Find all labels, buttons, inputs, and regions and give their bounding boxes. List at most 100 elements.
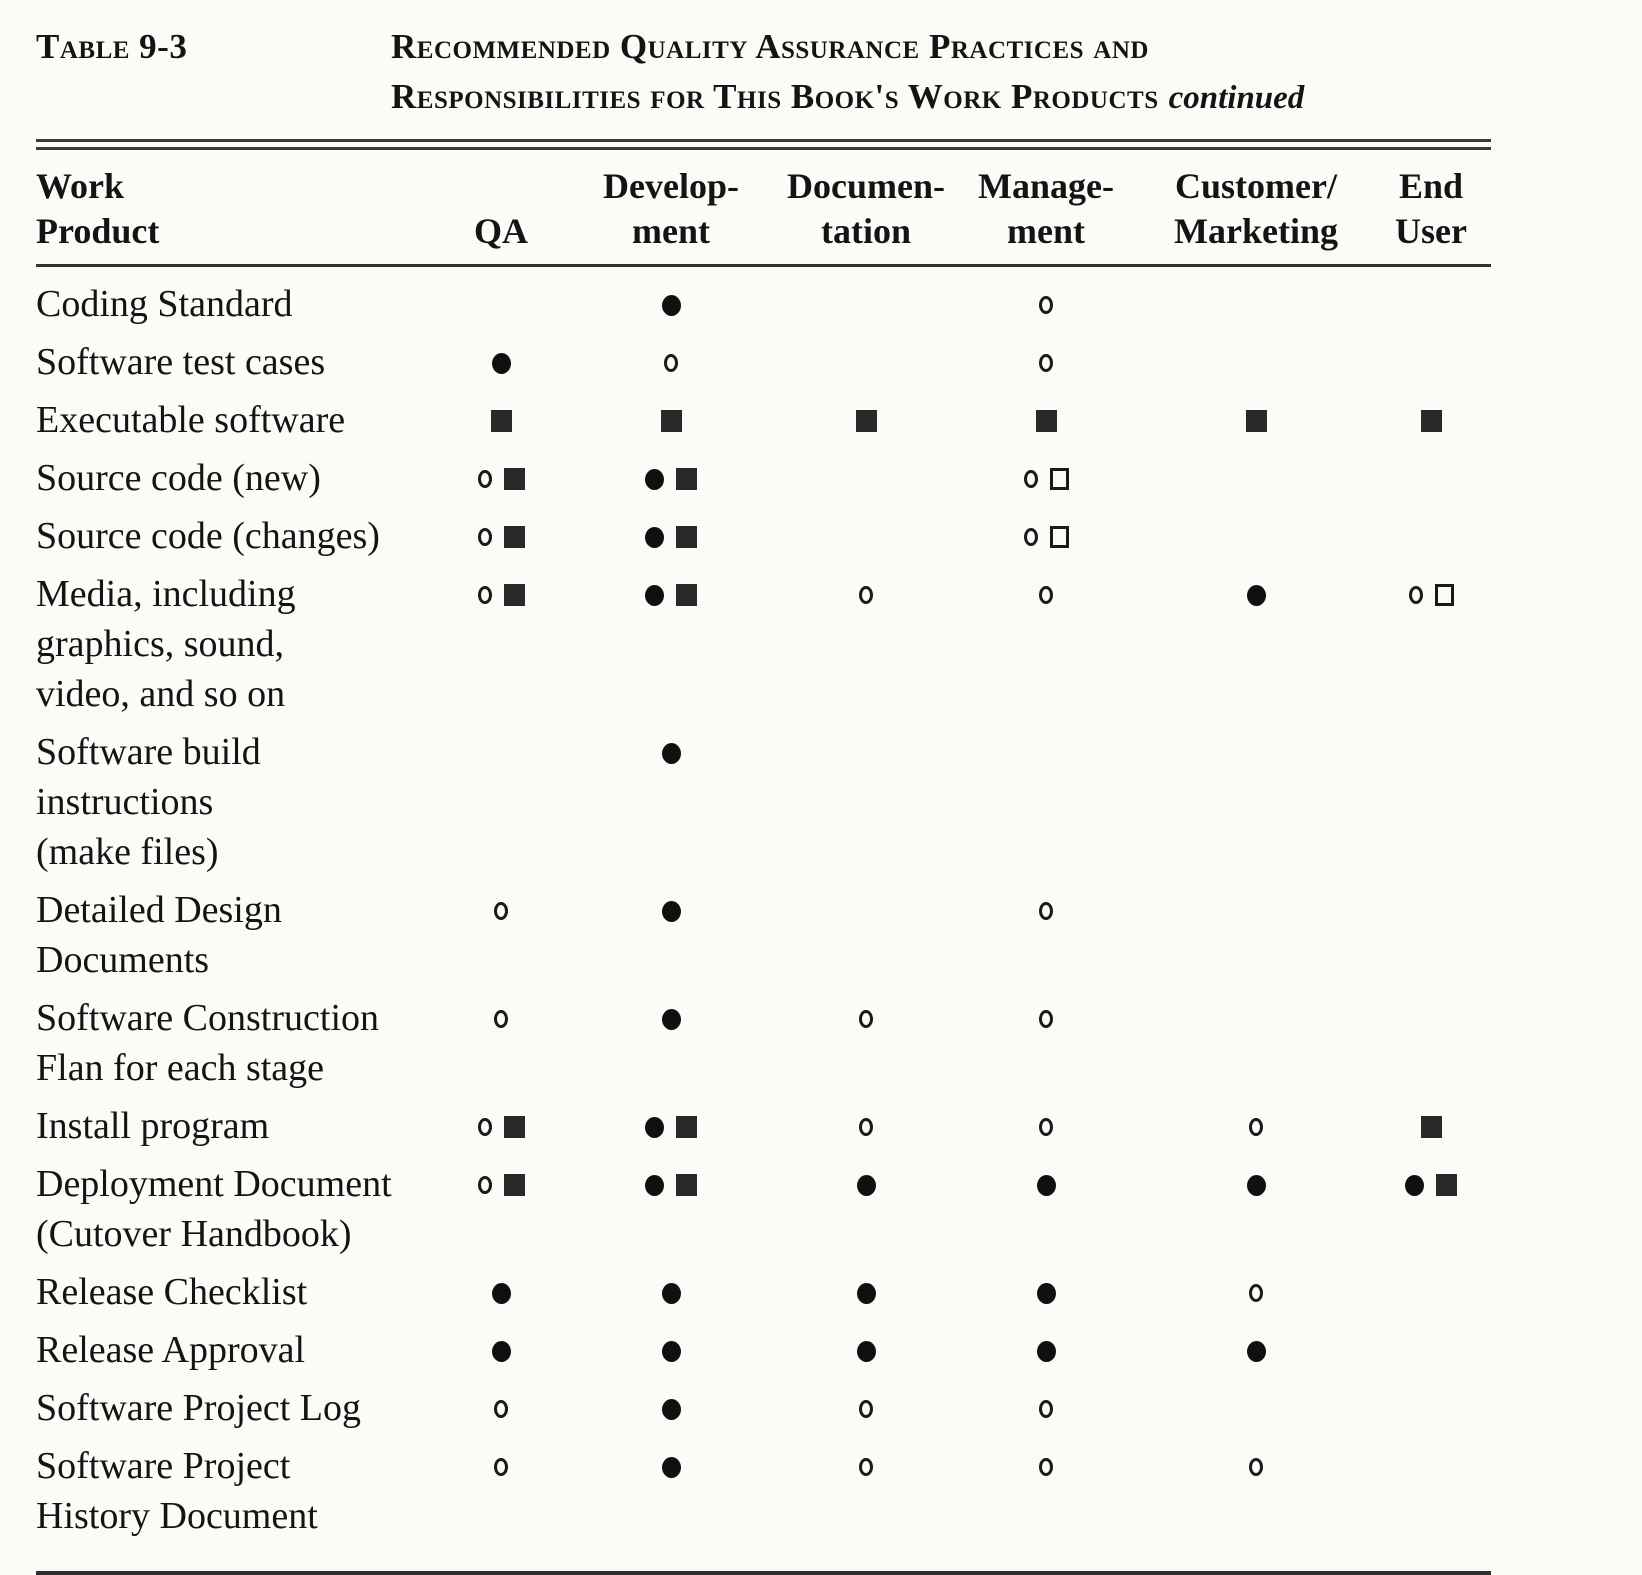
responsibility-cell bbox=[781, 566, 951, 724]
header-line: Marketing bbox=[1174, 211, 1338, 251]
filled-circle-icon bbox=[1036, 1174, 1056, 1196]
open-circle-icon bbox=[1249, 1458, 1263, 1477]
header-line: Manage- bbox=[978, 166, 1114, 206]
responsibility-cell bbox=[561, 990, 781, 1098]
responsibility-cell bbox=[1371, 450, 1491, 508]
table-row: Software Project History Document bbox=[36, 1438, 1491, 1573]
header-line: Product bbox=[36, 211, 160, 251]
filled-circle-icon bbox=[1246, 1340, 1266, 1362]
open-square-icon bbox=[1434, 584, 1454, 607]
responsibility-cell bbox=[1141, 1438, 1371, 1573]
responsibility-cell bbox=[1371, 990, 1491, 1098]
header-row: Work Product QA Develop- ment Documen- t… bbox=[36, 150, 1491, 267]
open-circle-icon bbox=[477, 1118, 492, 1137]
open-circle-icon bbox=[1408, 586, 1423, 605]
responsibility-cell bbox=[1141, 566, 1371, 724]
open-circle-icon bbox=[859, 1118, 873, 1137]
responsibility-cell bbox=[951, 724, 1141, 882]
responsibility-cell bbox=[951, 566, 1141, 724]
column-header-documentation: Documen- tation bbox=[781, 150, 951, 267]
responsibility-cell bbox=[1141, 334, 1371, 392]
table-row: Software test cases bbox=[36, 334, 1491, 392]
filled-square-icon bbox=[490, 410, 512, 433]
responsibility-cell bbox=[1141, 1156, 1371, 1264]
responsibility-cell bbox=[561, 566, 781, 724]
work-product-name: Software build instructions (make files) bbox=[36, 731, 261, 873]
filled-circle-icon bbox=[661, 900, 681, 922]
responsibility-cell bbox=[781, 1264, 951, 1322]
open-circle-icon bbox=[859, 586, 873, 605]
responsibility-cell bbox=[951, 1380, 1141, 1438]
open-circle-icon bbox=[494, 1458, 508, 1477]
responsibility-cell bbox=[441, 334, 561, 392]
filled-circle-icon bbox=[661, 1456, 681, 1478]
responsibility-cell bbox=[1141, 1380, 1371, 1438]
filled-square-icon bbox=[503, 1116, 525, 1139]
responsibility-cell bbox=[561, 334, 781, 392]
open-circle-icon bbox=[494, 902, 508, 921]
responsibility-cell bbox=[951, 1156, 1141, 1264]
responsibility-cell bbox=[1141, 1098, 1371, 1156]
filled-square-icon bbox=[503, 526, 525, 549]
filled-circle-icon bbox=[661, 1008, 681, 1030]
responsibility-cell bbox=[951, 450, 1141, 508]
column-header-development: Develop- ment bbox=[561, 150, 781, 267]
open-circle-icon bbox=[1039, 1010, 1053, 1029]
table-row: Release Checklist bbox=[36, 1264, 1491, 1322]
work-product-name: Coding Standard bbox=[36, 283, 293, 325]
filled-square-icon bbox=[676, 1174, 697, 1197]
filled-square-icon bbox=[676, 1116, 697, 1139]
open-circle-icon bbox=[477, 586, 492, 605]
filled-circle-icon bbox=[491, 1340, 511, 1362]
table-row: Media, including graphics, sound, video, a… bbox=[36, 566, 1491, 724]
header-line: QA bbox=[474, 211, 528, 251]
work-product-name: Release Checklist bbox=[36, 1271, 308, 1313]
responsibility-cell bbox=[561, 724, 781, 882]
table-row: Software Project Log bbox=[36, 1380, 1491, 1438]
column-header-end-user: End User bbox=[1371, 150, 1491, 267]
header-line: Develop- bbox=[603, 166, 739, 206]
responsibility-cell bbox=[441, 1156, 561, 1264]
work-product-name: Deployment Document (Cutover Handbook) bbox=[36, 1163, 392, 1255]
header-line: ment bbox=[1007, 211, 1085, 251]
open-square-icon bbox=[1049, 526, 1069, 549]
responsibility-cell bbox=[1371, 724, 1491, 882]
responsibility-cell bbox=[1141, 990, 1371, 1098]
responsibility-cell bbox=[441, 508, 561, 566]
responsibility-cell bbox=[781, 882, 951, 990]
work-product-name: Source code (changes) bbox=[36, 515, 380, 557]
header-line: ment bbox=[632, 211, 710, 251]
responsibility-cell bbox=[441, 566, 561, 724]
filled-square-icon bbox=[503, 468, 525, 491]
open-circle-icon bbox=[1023, 528, 1038, 547]
responsibility-cell bbox=[951, 508, 1141, 566]
header-line: End bbox=[1398, 166, 1464, 206]
filled-square-icon bbox=[676, 584, 697, 607]
filled-circle-icon bbox=[645, 1174, 664, 1196]
open-circle-icon bbox=[1039, 354, 1053, 373]
work-product-name: Software Project History Document bbox=[36, 1445, 318, 1537]
responsibility-cell bbox=[781, 724, 951, 882]
responsibility-cell bbox=[1371, 566, 1491, 724]
table-title-line1: Recommended Quality Assurance Practices … bbox=[391, 27, 1149, 66]
responsibility-cell bbox=[1371, 1264, 1491, 1322]
responsibility-cell bbox=[1371, 1380, 1491, 1438]
table-body: Coding Standard Software test cases Execut… bbox=[36, 266, 1491, 1574]
table-row: Source code (changes) bbox=[36, 508, 1491, 566]
responsibility-cell bbox=[1141, 1264, 1371, 1322]
responsibility-cell bbox=[441, 266, 561, 335]
column-header-work-product: Work Product bbox=[36, 150, 441, 267]
open-circle-icon bbox=[859, 1400, 873, 1419]
responsibility-cell bbox=[561, 1156, 781, 1264]
responsibility-cell bbox=[441, 1438, 561, 1573]
table-row: Executable software bbox=[36, 392, 1491, 450]
responsibility-cell bbox=[781, 1322, 951, 1380]
column-header-customer-marketing: Customer/ Marketing bbox=[1141, 150, 1371, 267]
header-line: Customer/ bbox=[1175, 166, 1337, 206]
open-circle-icon bbox=[1023, 470, 1038, 489]
responsibility-cell bbox=[561, 1098, 781, 1156]
responsibility-cell bbox=[781, 990, 951, 1098]
table-title-line2: Responsibilities for This Book's Work Pr… bbox=[391, 72, 1304, 123]
filled-square-icon bbox=[503, 584, 525, 607]
